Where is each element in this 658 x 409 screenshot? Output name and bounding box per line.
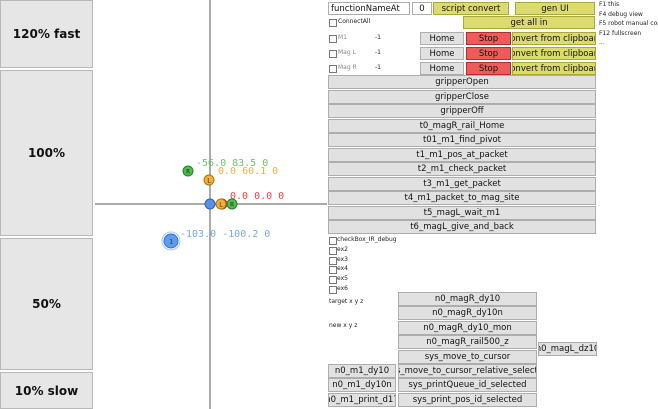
action-button[interactable]: t2_m1_check_packet — [328, 162, 596, 176]
hint: F5 robot manual control — [599, 20, 658, 27]
script-convert-button[interactable]: script convert — [433, 2, 509, 15]
action-button[interactable]: t6_magL_give_and_back — [328, 220, 596, 234]
command-button[interactable]: n0_magR_dy10_mon — [398, 320, 537, 335]
action-button[interactable]: gripperOpen — [328, 75, 596, 89]
hint: F4 debug view — [599, 10, 643, 18]
motor-value: -1 — [375, 64, 381, 71]
checkbox-label: ConnectAll — [338, 18, 371, 25]
hint: F1 this — [599, 1, 620, 8]
spin-box[interactable]: 0 — [412, 2, 432, 15]
checkbox[interactable] — [329, 237, 337, 245]
motor-value: -1 — [375, 49, 381, 56]
stop-button[interactable]: Stop — [466, 62, 511, 75]
convert-button[interactable]: convert from clipboard — [512, 62, 596, 75]
command-button[interactable]: sys_move_to_cursor — [398, 349, 537, 364]
checkbox[interactable] — [329, 19, 337, 27]
command-button[interactable]: n0_magL_dz10 — [538, 342, 597, 356]
speed-button[interactable]: 100% — [0, 70, 93, 236]
point-marker — [204, 198, 216, 210]
point-id: R — [186, 169, 190, 176]
motor-name: Mag L — [338, 49, 356, 56]
speed-button[interactable]: 50% — [0, 238, 93, 370]
field-label: target x y z — [329, 298, 364, 305]
checkbox-label: checkBox_IR_debug — [337, 236, 397, 243]
action-button[interactable]: t01_m1_find_pivot — [328, 133, 596, 147]
action-button[interactable]: t5_magL_wait_m1 — [328, 205, 596, 220]
hint: ... — [599, 39, 605, 46]
command-button[interactable]: n0_m1_print_d17 — [328, 392, 396, 407]
home-button[interactable]: Home — [420, 32, 464, 45]
point-label: -103.0 -100.2 0 — [180, 229, 270, 240]
gen-ui-button[interactable]: gen UI — [515, 2, 595, 15]
convert-button[interactable]: convert from clipboard — [512, 32, 596, 45]
action-button[interactable]: t3_m1_get_packet — [328, 176, 596, 191]
stop-button[interactable]: Stop — [466, 32, 511, 45]
function-input[interactable]: functionNameAt — [328, 2, 410, 15]
command-button[interactable]: n0_magR_dy10n — [398, 306, 537, 321]
speed-button[interactable]: 10% slow — [0, 372, 93, 409]
command-button[interactable]: sys_print_pos_id_selected — [398, 392, 537, 407]
checkbox-label: ex2 — [337, 245, 348, 253]
point-id: L — [207, 178, 211, 185]
point-label: 0.0 0.0 0 — [230, 191, 284, 202]
canvas: R-56.0 83.5 0L0.0 60.1 010.0 0.0 0LR1-10… — [95, 0, 327, 409]
action-button[interactable]: gripperClose — [328, 89, 596, 104]
motor-name: Mag R — [338, 64, 357, 71]
point-marker[interactable] — [163, 233, 179, 249]
selection-ring — [161, 231, 181, 251]
checkbox[interactable] — [329, 286, 337, 294]
checkbox[interactable] — [329, 276, 337, 285]
command-button[interactable]: n0_magR_rail500_z — [398, 335, 537, 350]
action-button[interactable]: gripperOff — [328, 104, 596, 118]
checkbox-label: ex6 — [337, 285, 348, 292]
convert-button[interactable]: convert from clipboard — [512, 47, 596, 60]
motor-value: -1 — [375, 34, 381, 41]
checkbox-label: ex4 — [337, 265, 348, 273]
action-button[interactable]: t1_m1_pos_at_packet — [328, 147, 596, 162]
command-button[interactable]: n0_m1_dy10 — [328, 364, 396, 378]
point-marker[interactable] — [203, 174, 215, 186]
checkbox[interactable] — [329, 50, 337, 58]
point-id: 1 — [169, 239, 173, 246]
checkbox[interactable] — [329, 65, 337, 73]
command-button[interactable]: sys_move_to_cursor_relative_selected — [398, 364, 537, 378]
action-button[interactable]: t0_magR_rail_Home — [328, 118, 596, 133]
motor-name: M1 — [338, 34, 347, 41]
checkbox[interactable] — [329, 35, 337, 43]
checkbox[interactable] — [329, 256, 337, 265]
action-button[interactable]: t4_m1_packet_to_mag_site — [328, 191, 596, 205]
hint: F12 fullscreen — [599, 29, 642, 37]
home-button[interactable]: Home — [420, 47, 464, 60]
point-label: -56.0 83.5 0 — [196, 158, 268, 169]
stop-button[interactable]: Stop — [466, 47, 511, 60]
command-button[interactable]: sys_printQueue_id_selected — [398, 378, 537, 393]
checkbox[interactable] — [329, 246, 337, 255]
point-id: R — [230, 202, 234, 209]
speed-button[interactable]: 120% fast — [0, 0, 93, 68]
point-marker[interactable] — [182, 165, 194, 177]
field-label: new x y z — [329, 322, 358, 329]
checkbox-label: ex5 — [337, 275, 348, 283]
checkbox[interactable] — [329, 266, 337, 275]
home-button[interactable]: Home — [420, 62, 464, 75]
point-marker[interactable] — [226, 198, 238, 210]
get-all-in-button[interactable]: get all in — [463, 16, 595, 29]
checkbox-label: ex3 — [337, 255, 348, 263]
command-button[interactable]: n0_magR_dy10 — [398, 292, 537, 306]
point-marker[interactable] — [215, 198, 227, 210]
point-id: L — [219, 202, 223, 209]
command-button[interactable]: n0_m1_dy10n — [328, 378, 396, 393]
point-label: 0.0 60.1 0 — [218, 166, 278, 177]
